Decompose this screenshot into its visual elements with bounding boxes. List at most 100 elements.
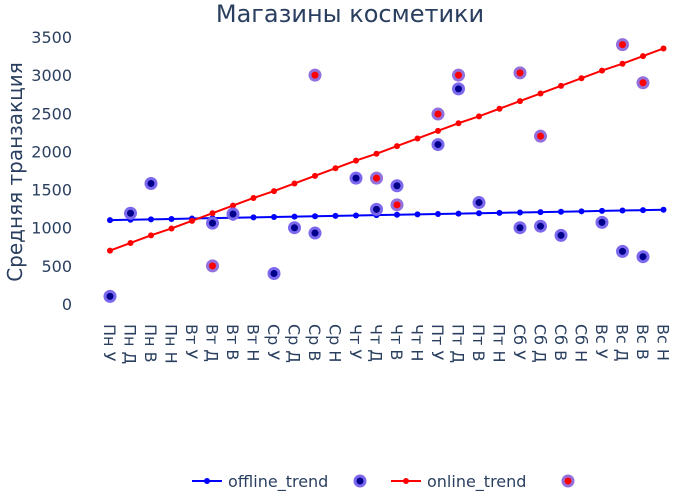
y-tick-label: 2500 <box>31 104 72 123</box>
legend-dot-online_trend <box>403 478 409 484</box>
x-tick-label: Пн В <box>141 324 160 363</box>
scatter-point <box>393 182 401 190</box>
y-tick-label: 2000 <box>31 142 72 161</box>
scatter-point <box>209 262 216 270</box>
legend-marker <box>356 477 364 485</box>
offline_trend-point <box>168 215 175 222</box>
x-tick-label: Пт Д <box>449 324 468 363</box>
online_trend-point <box>312 172 318 179</box>
y-tick-label: 3500 <box>31 28 72 47</box>
x-tick-label: Пн Д <box>121 324 140 364</box>
online_trend-point <box>127 239 134 246</box>
online_trend-point <box>353 157 359 164</box>
offline_trend-point <box>107 217 113 224</box>
scatter-point <box>434 141 442 149</box>
y-axis-label: Средняя транзакция <box>3 62 27 282</box>
x-tick-label: Сб Н <box>572 324 591 362</box>
y-axis-ticks: 0 500 1000 1500 2000 2500 3000 3500 <box>31 28 72 314</box>
offline_trend-point <box>496 209 503 216</box>
online_trend-point <box>373 150 380 157</box>
scatter-point <box>311 71 319 79</box>
offline_trend-point <box>558 208 564 215</box>
scatter-point <box>106 292 114 300</box>
online_trend-point <box>435 127 441 134</box>
x-tick-label: Пн У <box>100 324 119 362</box>
x-tick-label: Ср У <box>264 324 283 360</box>
online_trend-point <box>599 67 605 74</box>
scatter-point <box>352 174 360 182</box>
x-tick-label: Вс Д <box>613 324 632 361</box>
online_trend-point <box>537 90 544 97</box>
x-tick-label: Чт У <box>346 324 365 359</box>
offline_trend-point <box>353 212 359 219</box>
y-tick-label: 1500 <box>31 181 72 200</box>
online_trend-point <box>455 120 462 127</box>
online_trend-point <box>476 113 482 120</box>
legend-label: online_trend <box>427 472 526 492</box>
offline_trend-point <box>476 210 482 217</box>
scatter-point <box>373 174 380 182</box>
online_trend-point <box>414 135 421 142</box>
online_trend-point <box>230 202 236 209</box>
scatter-point <box>147 179 155 187</box>
x-tick-label: Чт Н <box>408 324 427 361</box>
offline_trend-point <box>271 214 277 221</box>
offline_trend-point <box>250 214 257 221</box>
x-tick-label: Вт Н <box>244 324 263 361</box>
online_trend-point <box>271 188 277 195</box>
scatter-point <box>516 224 524 232</box>
scatter-point <box>639 79 647 87</box>
legend-dot-offline_trend <box>204 478 210 484</box>
x-tick-label: Ср Н <box>326 324 345 362</box>
scatter-point <box>393 201 401 209</box>
x-axis-ticks: Пн У Пн Д Пн В Пн Н Вт У Вт Д Вт В Вт Н Ср У Ср Д… <box>100 324 673 364</box>
offline_trend-point <box>414 211 421 218</box>
online_trend-line <box>109 47 664 252</box>
y-tick-label: 3000 <box>31 66 72 85</box>
online_trend-point <box>619 60 626 67</box>
scatter-point <box>311 229 319 237</box>
offline_trend-point <box>517 209 523 216</box>
online_trend-point <box>107 247 113 254</box>
online_trend-point <box>558 82 564 89</box>
scatter-point <box>537 222 544 230</box>
scatter-point <box>475 199 483 207</box>
scatter-point <box>619 41 626 49</box>
online_trend-point <box>168 225 175 232</box>
scatter-point <box>434 110 442 118</box>
legend-label: offline_trend <box>228 472 328 492</box>
x-tick-label: Сб У <box>510 324 529 360</box>
x-tick-label: Пт У <box>428 324 447 360</box>
scatter-point <box>373 205 380 213</box>
online_trend-point <box>660 45 667 52</box>
scatter-point <box>270 269 278 277</box>
offline_trend-point <box>394 211 400 218</box>
x-tick-label: Сб Д <box>531 324 550 363</box>
x-tick-label: Ср Д <box>285 324 304 363</box>
scatter-point <box>639 253 647 261</box>
scatter-point <box>229 210 237 218</box>
chart-title: Магазины косметики <box>216 0 484 28</box>
scatter-point <box>598 218 606 226</box>
y-tick-label: 1000 <box>31 219 72 238</box>
online_trend-point <box>517 98 523 105</box>
y-tick-label: 500 <box>41 257 72 276</box>
scatter-point <box>209 219 216 227</box>
offline_trend-point <box>619 207 626 214</box>
offline_trend-point <box>455 210 462 217</box>
online_trend-point <box>640 53 646 60</box>
online_trend-point <box>394 143 400 150</box>
x-tick-label: Вс У <box>592 324 611 359</box>
offline_trend-point <box>148 216 154 223</box>
x-tick-label: Вс Н <box>654 324 673 361</box>
online_trend-point <box>148 232 154 239</box>
online_trend-point <box>291 180 298 187</box>
legend[interactable]: offline_trend online_trend <box>192 472 575 492</box>
scatter-point <box>455 85 462 93</box>
x-tick-label: Сб В <box>551 324 570 361</box>
online_trend-point <box>332 165 339 172</box>
online_trend-point <box>189 217 195 224</box>
x-tick-label: Чт В <box>387 324 406 360</box>
